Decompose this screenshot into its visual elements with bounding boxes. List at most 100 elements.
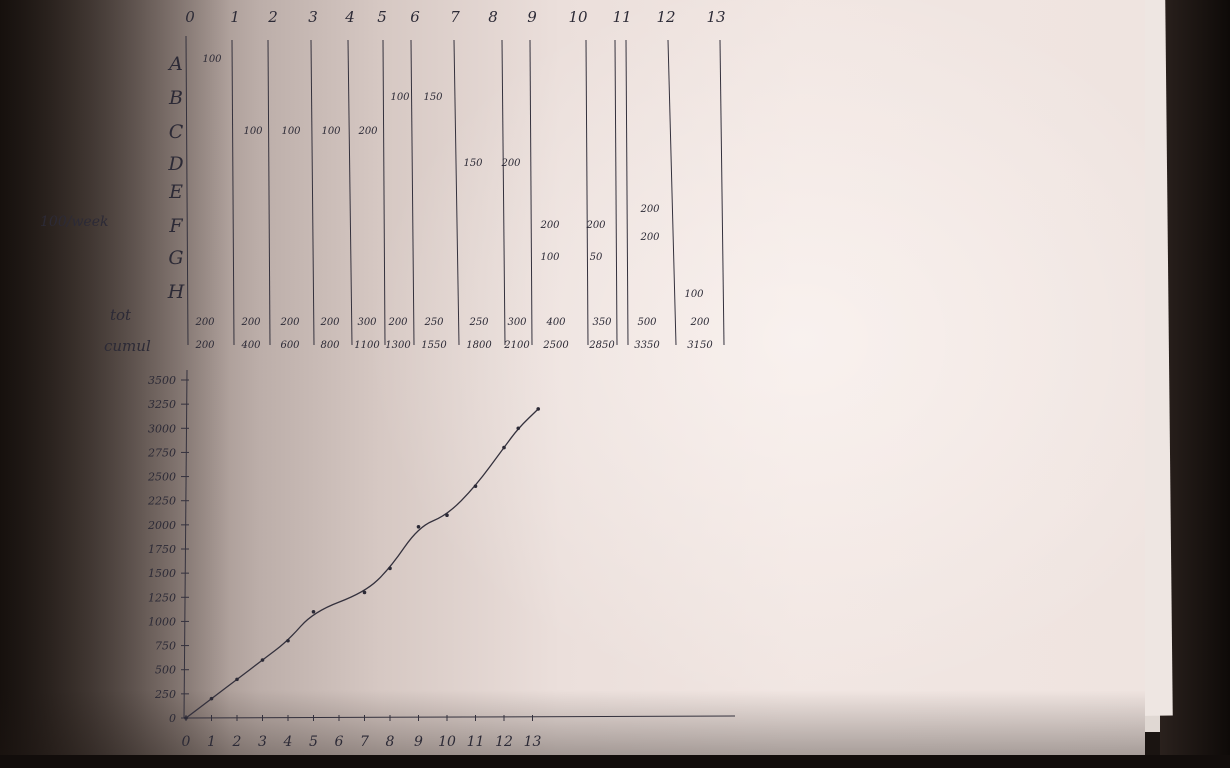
y-tick-label: 1000	[148, 615, 176, 628]
tot-value: 500	[637, 317, 657, 328]
tot-value: 400	[545, 317, 566, 328]
cumul-value: 400	[240, 340, 261, 351]
handwritten-table: 0 1 2 3 4 5 6 7 8 9 10 11 12 13ABCDEFGH100/week100100…	[40, 8, 726, 355]
x-tick-label: 3	[258, 734, 267, 750]
row-letter: H	[167, 281, 185, 303]
row-letter: B	[168, 87, 183, 109]
x-tick-label: 11	[467, 734, 485, 750]
table-cell-value: 150	[463, 158, 483, 169]
table-cell-value: 100	[281, 126, 301, 137]
row-letter: F	[168, 215, 183, 237]
table-cell-value: 100	[243, 126, 263, 137]
data-point	[286, 638, 290, 643]
cumul-value: 1300	[385, 340, 411, 351]
data-point	[209, 696, 214, 701]
cumul-value: 1100	[354, 340, 380, 351]
shadow-bottom	[0, 690, 1145, 755]
row-letter: A	[167, 53, 183, 75]
table-column-divider	[529, 39, 533, 346]
table-left-border	[185, 35, 189, 346]
table-surface	[0, 755, 1230, 768]
table-column-divider	[585, 39, 589, 346]
x-axis	[183, 715, 736, 719]
table-cell-value: 100	[321, 126, 341, 137]
y-tick-label: 1750	[148, 543, 176, 556]
table-column-divider	[410, 39, 415, 346]
tot-value: 250	[468, 317, 489, 328]
data-point	[311, 609, 316, 614]
cumul-row-label: cumul	[104, 337, 151, 355]
y-tick-label: 2500	[147, 471, 176, 484]
y-tick-label: 500	[155, 664, 176, 677]
x-tick-label: 13	[524, 734, 542, 750]
tot-value: 300	[507, 317, 527, 328]
y-tick-label: 2750	[147, 446, 176, 459]
row-letter: G	[168, 247, 183, 269]
table-cell-value: 100	[202, 54, 222, 65]
tot-value: 350	[592, 317, 612, 328]
data-point	[445, 513, 449, 517]
tot-value: 200	[279, 317, 300, 328]
table-cell-value: 200	[500, 158, 521, 169]
column-number: 12	[656, 8, 675, 26]
table-cell-value: 200	[585, 220, 606, 231]
table-cell-value: 100	[390, 92, 410, 103]
tot-value: 200	[319, 317, 340, 328]
table-cell-value: 100	[684, 289, 704, 300]
tot-row-label: tot	[110, 306, 132, 324]
cumul-value: 3150	[687, 340, 713, 351]
data-point	[416, 524, 421, 529]
x-tick-label: 5	[309, 734, 318, 750]
cumul-value: 1800	[466, 340, 492, 351]
y-tick-label: 750	[155, 640, 176, 653]
column-number: 11	[612, 8, 631, 26]
cumul-value: 600	[280, 340, 300, 351]
table-cell-value: 200	[539, 220, 560, 231]
table-cell-value: 100	[540, 252, 560, 263]
data-point	[260, 658, 265, 662]
x-tick-label: 12	[495, 734, 513, 750]
x-tick-label: 6	[335, 734, 344, 750]
cumul-value: 3350	[634, 340, 660, 351]
data-point	[502, 445, 506, 450]
cumul-value: 2100	[503, 340, 530, 351]
table-cell-value: 200	[357, 126, 378, 137]
x-tick-label: 2	[232, 734, 242, 750]
column-number: 2	[267, 8, 278, 26]
table-column-divider	[501, 39, 506, 346]
x-tick-label: 4	[283, 734, 293, 750]
y-axis	[183, 369, 188, 719]
column-number: 7	[450, 8, 460, 26]
table-column-divider	[625, 39, 629, 346]
x-tick-label: 7	[360, 734, 369, 750]
y-tick-label: 1500	[148, 567, 176, 580]
handwritten-line-chart: 0 1 2 3 4 5 6 7 8 9 10 11 12 130250500750100012501500…	[147, 369, 736, 750]
table-column-divider	[347, 39, 353, 346]
series-line	[185, 408, 539, 719]
data-point	[184, 716, 188, 720]
tot-value: 300	[357, 317, 377, 328]
cumul-value: 800	[320, 340, 340, 351]
table-column-divider	[267, 39, 271, 346]
data-point	[235, 677, 239, 682]
y-tick-label: 250	[154, 688, 176, 701]
data-point	[362, 590, 367, 595]
table-column-divider	[719, 39, 725, 346]
column-number: 8	[488, 8, 498, 26]
data-point	[473, 484, 478, 489]
x-tick-label: 9	[414, 734, 423, 750]
column-number: 3	[308, 8, 318, 26]
table-cell-value: 200	[639, 204, 660, 215]
tot-value: 200	[387, 317, 408, 328]
tot-value: 200	[689, 317, 710, 328]
column-number: 10	[568, 8, 588, 26]
column-number: 9	[527, 8, 537, 26]
x-tick-label: 8	[386, 734, 395, 750]
table-cell-value: 200	[639, 232, 660, 243]
cumul-value: 200	[194, 340, 215, 351]
y-tick-label: 3250	[148, 398, 176, 411]
column-number: 13	[706, 8, 725, 26]
table-column-divider	[382, 39, 386, 346]
data-point	[536, 407, 540, 411]
